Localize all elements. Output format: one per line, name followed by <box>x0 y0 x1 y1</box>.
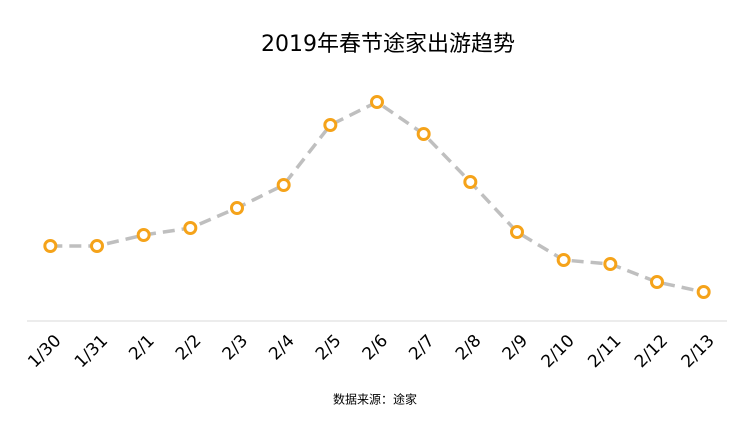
marker <box>90 239 104 253</box>
marker <box>603 257 618 271</box>
marker <box>276 178 291 192</box>
marker <box>510 225 524 239</box>
x-tick-label: 2/5 <box>312 331 345 364</box>
x-tick-label: 2/6 <box>359 331 392 364</box>
marker <box>556 253 571 267</box>
marker <box>650 275 664 289</box>
marker <box>696 285 711 299</box>
x-tick-label: 1/30 <box>24 331 65 372</box>
x-tick-label: 2/8 <box>452 331 485 364</box>
marker <box>230 201 244 215</box>
chart-title: 2019年春节途家出游趋势 <box>261 32 515 57</box>
x-tick-label: 2/9 <box>499 331 532 364</box>
marker <box>416 127 431 141</box>
x-tick-label: 2/10 <box>538 331 579 372</box>
x-tick-label: 2/7 <box>405 331 438 364</box>
marker <box>43 239 58 253</box>
x-tick-label: 2/13 <box>678 331 719 372</box>
x-tick-label: 2/1 <box>125 331 158 364</box>
marker <box>136 228 151 242</box>
marker <box>463 175 478 189</box>
x-tick-label: 2/4 <box>265 331 298 364</box>
marker <box>370 95 384 109</box>
x-tick-label: 1/31 <box>71 331 112 372</box>
marker <box>183 221 198 235</box>
x-tick-label: 2/11 <box>584 331 625 372</box>
x-tick-label: 2/2 <box>172 331 205 364</box>
x-tick-label: 2/12 <box>631 331 672 372</box>
source-note: 数据来源：途家 <box>333 392 417 407</box>
x-tick-label: 2/3 <box>219 331 252 364</box>
marker <box>323 118 338 132</box>
